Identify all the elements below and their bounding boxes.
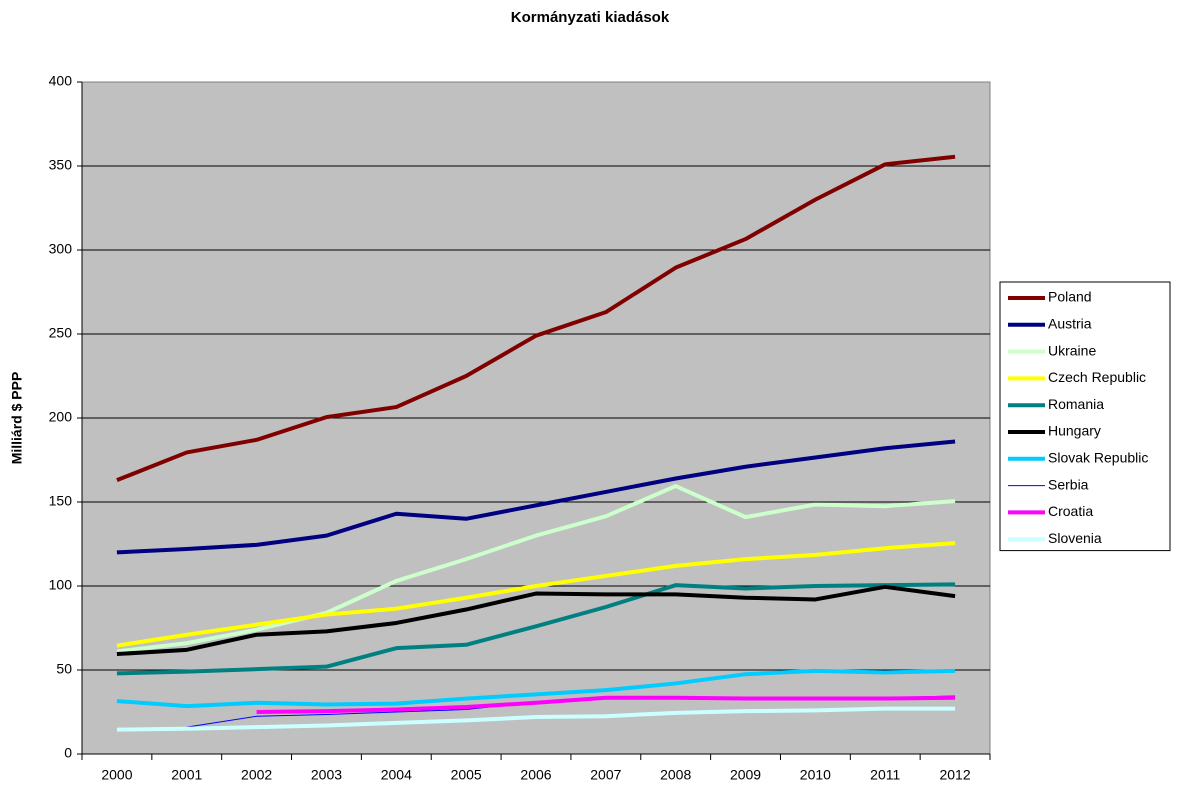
y-tick-label: 350 [49,157,73,173]
y-tick-label: 400 [49,73,73,89]
legend-label: Slovak Republic [1048,450,1148,466]
legend-label: Austria [1048,316,1092,332]
y-tick-label: 0 [64,745,72,761]
x-tick-label: 2005 [451,767,482,783]
x-tick-label: 2004 [381,767,412,783]
x-tick-label: 2011 [870,767,900,783]
legend-label: Slovenia [1048,530,1102,546]
legend-label: Serbia [1048,476,1089,492]
series-line [256,695,956,714]
x-tick-label: 2007 [590,767,621,783]
x-tick-label: 2003 [311,767,342,783]
x-tick-label: 2002 [241,767,272,783]
series-line [116,439,956,555]
x-tick-label: 2000 [101,767,132,783]
legend-label: Ukraine [1048,342,1096,358]
y-axis-label: Milliárd $ PPP [9,372,25,465]
x-tick-label: 2006 [520,767,551,783]
y-tick-label: 50 [56,661,72,677]
legend-label: Romania [1048,396,1104,412]
legend-label: Czech Republic [1048,369,1146,385]
legend-label: Hungary [1048,423,1101,439]
legend-label: Poland [1048,289,1092,305]
series-line [116,582,956,676]
chart-title: Kormányzati kiadások [511,9,670,26]
x-tick-label: 2009 [730,767,761,783]
series-line [116,584,956,657]
y-tick-label: 300 [49,241,73,257]
x-tick-label: 2001 [171,767,202,783]
y-tick-label: 200 [49,409,73,425]
y-tick-label: 100 [49,577,73,593]
series-line [116,668,956,709]
x-tick-label: 2008 [660,767,691,783]
legend-label: Croatia [1048,503,1093,519]
series-line [116,541,956,648]
series-line [116,706,956,732]
series-line [116,484,956,654]
y-tick-label: 250 [49,325,73,341]
y-tick-label: 150 [49,493,73,509]
series-line [116,154,956,483]
x-tick-label: 2012 [939,767,970,783]
x-tick-label: 2010 [800,767,831,783]
